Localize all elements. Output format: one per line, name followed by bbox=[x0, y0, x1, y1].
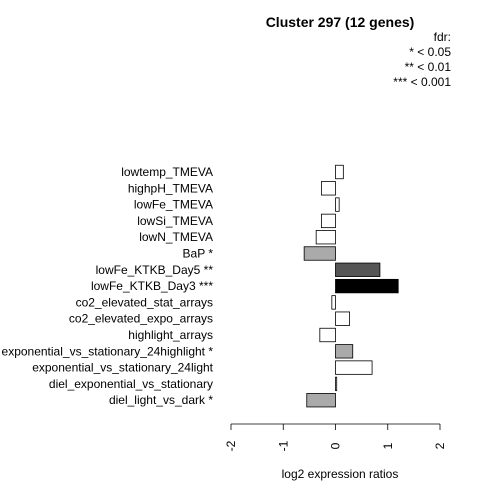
category-label-8: lowFe_KTKB_Day3 *** bbox=[91, 279, 213, 293]
x-tick-label-1: -2 bbox=[224, 440, 238, 451]
category-labels: lowtemp_TMEVA highpH_TMEVA lowFe_TMEVA lowS… bbox=[2, 165, 214, 407]
bar-12 bbox=[335, 344, 354, 359]
bar-7 bbox=[335, 262, 381, 277]
category-label-2: highpH_TMEVA bbox=[128, 181, 213, 195]
legend-title: fdr: bbox=[434, 30, 451, 44]
category-label-12: exponential_vs_stationary_24highlight * bbox=[2, 344, 214, 358]
category-label-15: diel_light_vs_dark * bbox=[109, 393, 213, 407]
bar-5 bbox=[315, 230, 336, 245]
x-tick-label-4: 1 bbox=[381, 442, 395, 449]
bar-11 bbox=[319, 327, 336, 343]
category-label-10: co2_elevated_expo_arrays bbox=[69, 312, 213, 326]
x-tick-label-5: 2 bbox=[433, 442, 447, 449]
category-label-6: BaP * bbox=[183, 247, 214, 261]
legend-entry-1: * < 0.05 bbox=[409, 45, 451, 59]
category-label-9: co2_elevated_stat_arrays bbox=[76, 295, 213, 309]
bar-10 bbox=[335, 311, 351, 326]
category-label-13: exponential_vs_stationary_24light bbox=[32, 361, 213, 375]
bar-1 bbox=[335, 164, 344, 180]
bar-13 bbox=[335, 360, 373, 375]
category-label-14: diel_exponential_vs_stationary bbox=[49, 377, 213, 391]
category-label-11: highlight_arrays bbox=[128, 328, 213, 342]
bar-2 bbox=[320, 181, 336, 196]
bar-14 bbox=[335, 376, 338, 392]
bar-3 bbox=[335, 197, 340, 212]
bars-group bbox=[303, 164, 399, 408]
x-axis: -2 -1 0 1 2 bbox=[224, 423, 447, 451]
x-axis-label: log2 expression ratios bbox=[282, 467, 399, 481]
category-label-1: lowtemp_TMEVA bbox=[121, 165, 213, 179]
legend-entry-3: *** < 0.001 bbox=[393, 75, 451, 89]
category-label-7: lowFe_KTKB_Day5 ** bbox=[96, 263, 214, 277]
bar-9 bbox=[331, 295, 336, 310]
category-label-4: lowSi_TMEVA bbox=[137, 214, 213, 228]
x-tick-label-3: 0 bbox=[329, 442, 343, 449]
category-label-3: lowFe_TMEVA bbox=[134, 198, 213, 212]
chart-title: Cluster 297 (12 genes) bbox=[266, 14, 415, 30]
bar-8 bbox=[335, 278, 399, 294]
legend: fdr: * < 0.05 ** < 0.01 *** < 0.001 bbox=[393, 30, 451, 89]
x-tick-label-2: -1 bbox=[276, 440, 290, 451]
bar-15 bbox=[306, 393, 336, 408]
bar-4 bbox=[320, 213, 336, 229]
legend-entry-2: ** < 0.01 bbox=[405, 60, 452, 74]
bar-6 bbox=[303, 246, 336, 261]
category-label-5: lowN_TMEVA bbox=[139, 230, 213, 244]
